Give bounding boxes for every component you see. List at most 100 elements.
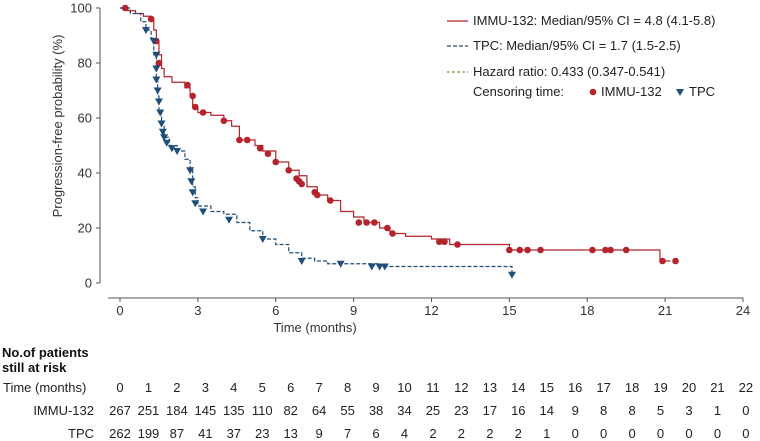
immu-132-censor-mark (607, 246, 614, 254)
immu-132-censor-mark (389, 230, 396, 237)
risk-cell: 17 (483, 403, 497, 418)
immu-132-censor-mark (298, 180, 306, 188)
immu-132-censor-mark (435, 238, 443, 246)
risk-cell: 13 (283, 426, 297, 441)
legend-immu-censor-icon (589, 88, 597, 96)
legend-tpc-censor-icon (676, 89, 684, 96)
risk-time-value: 15 (540, 380, 554, 395)
legend: IMMU-132: Median/95% CI = 4.8 (4.1-5.8) T… (447, 13, 715, 99)
x-axis-label: Time (months) (273, 320, 356, 335)
immu-132-censor-mark (220, 117, 228, 125)
tpc-censor-mark (162, 139, 171, 147)
immu-132-censor-mark (537, 246, 544, 254)
risk-time-value: 10 (397, 380, 411, 395)
risk-time-value: 19 (653, 380, 667, 395)
risk-time-value: 12 (454, 380, 468, 395)
risk-cell: 4 (401, 426, 408, 441)
immu-132-censor-mark (363, 219, 370, 226)
immu-132-censor-mark (326, 197, 334, 204)
risk-cell: 0 (600, 426, 607, 441)
legend-censor-immu: IMMU-132 (601, 84, 662, 99)
immu-132-censor-mark (454, 241, 461, 248)
tpc-censor-mark (199, 208, 208, 216)
risk-time-value: 11 (426, 380, 440, 395)
risk-time-value: 16 (568, 380, 582, 395)
tpc-censor-mark (367, 263, 376, 271)
immu-132-censor-mark (243, 136, 251, 144)
immu-132-censor-mark (264, 150, 272, 158)
risk-time-value: 13 (483, 380, 497, 395)
risk-time-value: 20 (682, 380, 696, 395)
risk-cell: 0 (657, 426, 664, 441)
risk-cell: 3 (685, 403, 692, 418)
tpc-curve (120, 7, 513, 275)
risk-cell: 5 (657, 403, 664, 418)
tpc-censor-mark (152, 65, 161, 73)
tpc-censor-mark (188, 189, 197, 197)
risk-cell: 0 (685, 426, 692, 441)
tpc-censor-mark (167, 145, 176, 153)
x-tick-label: 24 (736, 303, 750, 318)
tpc-censor-mark (156, 109, 165, 117)
immu-132-censor-mark (524, 246, 531, 254)
immu-132-censor-mark (371, 219, 378, 226)
risk-heading-line1: No.of patients (2, 345, 89, 360)
tpc-censor-mark (152, 76, 161, 84)
risk-cell: 9 (316, 426, 323, 441)
risk-time-value: 3 (202, 380, 209, 395)
risk-cell: 41 (198, 426, 212, 441)
tpc-censor-mark (380, 263, 389, 271)
tpc-censor-mark (375, 263, 384, 271)
risk-cell: 2 (429, 426, 436, 441)
risk-cell: 9 (572, 403, 579, 418)
immu-132-censor-mark (285, 166, 293, 174)
x-tick-label: 0 (116, 303, 123, 318)
risk-cell: 0 (742, 426, 749, 441)
risk-cell: 0 (742, 403, 749, 418)
y-axis-label: Progression-free probability (%) (50, 35, 65, 218)
tpc-censor-mark (225, 216, 234, 224)
x-tick-label: 15 (502, 303, 516, 318)
immu-132-censor-mark (155, 59, 163, 67)
immu-132-censor-mark (672, 257, 679, 265)
y-tick-label: 80 (78, 56, 92, 71)
y-tick-label: 40 (78, 166, 92, 181)
tpc-censor-mark (149, 38, 158, 45)
risk-cell: 145 (194, 403, 216, 418)
risk-cell: 2 (486, 426, 493, 441)
immu-132-censor-mark (355, 219, 363, 226)
censor-marks (121, 4, 679, 279)
risk-cell: 8 (600, 403, 607, 418)
risk-cell: 135 (223, 403, 245, 418)
risk-cell: 7 (344, 426, 351, 441)
immu-132-censor-mark (256, 144, 264, 152)
risk-cell: 1 (543, 426, 550, 441)
risk-cell: 184 (166, 403, 188, 418)
risk-time-value: 21 (710, 380, 724, 395)
risk-cell: 262 (109, 426, 131, 441)
risk-cell: 2 (515, 426, 522, 441)
y-tick-label: 20 (78, 221, 92, 236)
immu-132-censor-mark (191, 103, 199, 111)
risk-time-value: 22 (739, 380, 753, 395)
tpc-censor-mark (157, 120, 166, 128)
risk-time-label: Time (months) (3, 380, 86, 395)
risk-time-value: 2 (173, 380, 180, 395)
risk-cell: 64 (312, 403, 326, 418)
risk-cell: 23 (255, 426, 269, 441)
risk-time-value: 18 (625, 380, 639, 395)
tpc-censor-mark (187, 178, 196, 186)
immu-132-censor-mark (313, 191, 321, 199)
immu-132-censor-mark (184, 81, 191, 89)
risk-time-value: 17 (596, 380, 610, 395)
risk-time-value: 4 (230, 380, 237, 395)
tpc-censor-mark (191, 200, 200, 208)
risk-time-value: 5 (259, 380, 266, 395)
tpc-censor-mark (141, 27, 150, 34)
immu-132-censor-mark (506, 246, 513, 254)
risk-row-label: IMMU-132 (33, 403, 94, 418)
immu-132-censor-mark (659, 257, 666, 265)
x-tick-label: 9 (350, 303, 357, 318)
risk-cell: 38 (369, 403, 383, 418)
y-tick-label: 60 (78, 111, 92, 126)
